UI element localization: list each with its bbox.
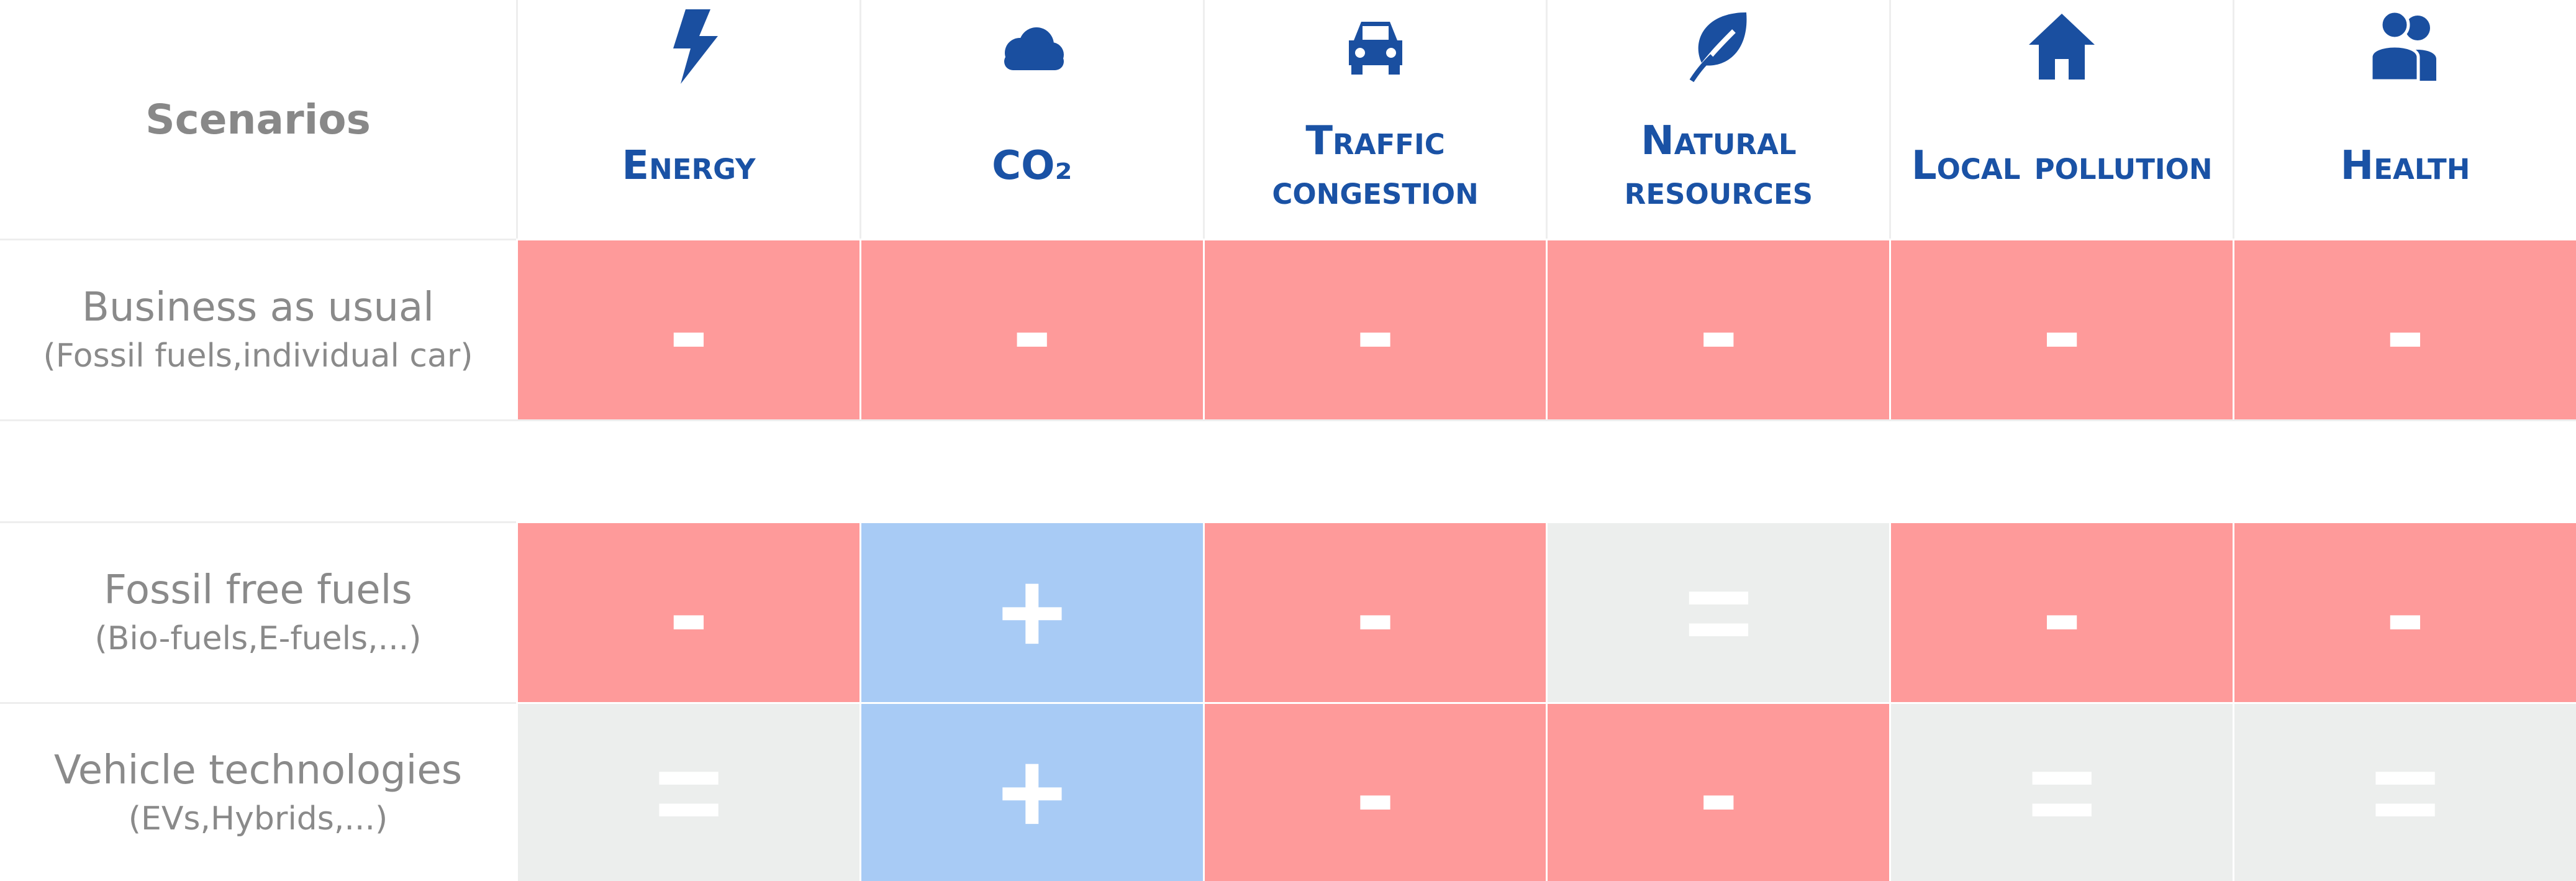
column-icon bbox=[1690, 12, 1747, 83]
column-title: Natural resources bbox=[1624, 118, 1813, 214]
row-title: Business as usual bbox=[82, 285, 434, 331]
impact-cell: - bbox=[1202, 239, 1546, 419]
column-header: Local pollution bbox=[1889, 0, 2233, 239]
row-label: Business as usual (Fossil fuels,individua… bbox=[0, 239, 516, 419]
row-label: Fossil free fuels (Bio-fuels,E-fuels,...) bbox=[0, 521, 516, 702]
column-icon bbox=[1004, 27, 1064, 70]
column-title: Health bbox=[2340, 143, 2470, 189]
column-title: CO₂ bbox=[992, 143, 1073, 189]
impact-cell: = bbox=[1889, 702, 2233, 881]
column-icon bbox=[1348, 22, 1402, 75]
impact-cell: + bbox=[859, 702, 1203, 881]
row-title: Fossil free fuels bbox=[104, 567, 412, 613]
impact-cell: = bbox=[1546, 521, 1890, 702]
impact-cell: - bbox=[859, 239, 1203, 419]
row-subtitle: (EVs,Hybrids,...) bbox=[128, 800, 388, 838]
impact-cell: - bbox=[516, 239, 859, 419]
impact-cell: - bbox=[2233, 521, 2576, 702]
column-header: Natural resources bbox=[1546, 0, 1889, 239]
impact-cell: - bbox=[2233, 239, 2576, 419]
column-header: Health bbox=[2233, 0, 2576, 239]
impact-cell: - bbox=[1202, 521, 1546, 702]
impact-cell: - bbox=[516, 521, 859, 702]
header-title: Scenarios bbox=[145, 95, 371, 144]
impact-cell: - bbox=[1546, 702, 1890, 881]
row-subtitle: (Bio-fuels,E-fuels,...) bbox=[94, 620, 422, 657]
row-subtitle: (Fossil fuels,individual car) bbox=[43, 337, 473, 375]
column-title: Traffic congestion bbox=[1272, 118, 1479, 214]
impact-cell: = bbox=[516, 702, 859, 881]
column-icon bbox=[673, 9, 718, 84]
column-icon bbox=[2029, 14, 2095, 80]
column-header: CO₂ bbox=[859, 0, 1203, 239]
column-title: Energy bbox=[622, 143, 756, 189]
column-icon bbox=[2369, 9, 2436, 83]
spacer-row bbox=[0, 419, 2576, 521]
column-header: Energy bbox=[516, 0, 859, 239]
impact-cell: - bbox=[1546, 239, 1890, 419]
impact-cell: + bbox=[859, 521, 1203, 702]
column-header: Traffic congestion bbox=[1202, 0, 1546, 239]
impact-cell: - bbox=[1889, 521, 2233, 702]
row-label: Vehicle technologies (EVs,Hybrids,...) bbox=[0, 702, 516, 881]
row-title: Vehicle technologies bbox=[53, 747, 463, 793]
column-title: Local pollution bbox=[1911, 143, 2213, 189]
impact-cell: - bbox=[1202, 702, 1546, 881]
impact-cell: = bbox=[2233, 702, 2576, 881]
impact-cell: - bbox=[1889, 239, 2233, 419]
